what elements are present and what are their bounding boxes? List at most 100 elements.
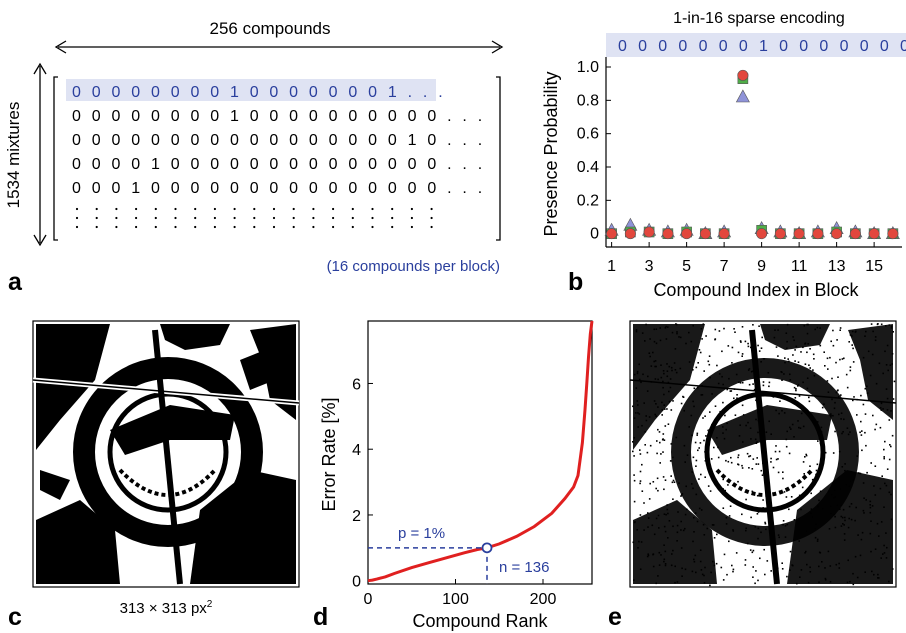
continuation-dot: [233, 225, 236, 229]
annotation-point: [481, 542, 493, 554]
circle-marker: [681, 228, 693, 240]
continuation-dot: [371, 207, 374, 211]
x-tick-label: 9: [757, 258, 766, 275]
image-size-caption: 313 × 313 px2: [120, 599, 213, 617]
panel-b: 1-in-16 sparse encoding 0 0 0 0 0 0 0 1 …: [541, 10, 906, 300]
continuation-dot: [233, 216, 236, 220]
circle-marker: [699, 228, 711, 240]
panel-a: 256 compounds 1534 mixtures 0 0 0 0 0 0 …: [4, 19, 504, 296]
width-arrow-right-head: [491, 40, 504, 54]
panel-letter-c: c: [8, 603, 22, 631]
continuation-dot: [233, 207, 236, 211]
continuation-dot: [174, 207, 177, 211]
panel-letter-a: a: [8, 268, 23, 296]
continuation-dot: [75, 225, 79, 229]
matrix-row-3: 0 0 0 0 0 0 0 0 0 0 0 0 0 0 0 0 0 1 0 . …: [72, 132, 485, 149]
circle-marker: [662, 228, 674, 240]
continuation-dot: [135, 225, 138, 229]
continuation-dot: [312, 225, 315, 229]
continuation-dot: [253, 216, 256, 220]
circle-marker: [774, 228, 786, 240]
error-rate-curve: [367, 320, 594, 583]
y-tick-label: 2: [352, 508, 361, 525]
continuation-dot: [332, 207, 335, 211]
continuation-dot: [213, 207, 216, 211]
continuation-dot: [154, 207, 157, 211]
y-tick-label: 0.2: [577, 192, 599, 209]
circle-marker: [624, 228, 636, 240]
y-tick-label: 0.8: [577, 92, 599, 109]
x-tick-label: 7: [720, 258, 729, 275]
continuation-dot: [332, 225, 335, 229]
continuation-dot: [213, 216, 216, 220]
y-tick-label: 1.0: [577, 59, 599, 76]
continuation-dot: [312, 216, 315, 220]
x-tick-label: 15: [865, 258, 883, 275]
continuation-dot: [154, 216, 157, 220]
y-tick-label: 4: [352, 442, 361, 459]
x-axis-label: Compound Rank: [412, 611, 548, 631]
annotation-p-label: p = 1%: [398, 525, 445, 542]
continuation-dot: [272, 225, 276, 229]
continuation-dot: [253, 225, 256, 229]
continuation-dot: [272, 207, 276, 211]
continuation-dot: [272, 216, 276, 220]
plot-frame: [367, 320, 593, 585]
highlighted-block: [66, 79, 436, 101]
y-tick-label: 6: [352, 376, 361, 393]
panel-letter-d: d: [313, 603, 328, 631]
matrix-continuation-dots: [75, 207, 433, 229]
continuation-dot: [391, 216, 394, 220]
matrix-row-5: 0 0 0 1 0 0 0 0 0 0 0 0 0 0 0 0 0 0 0 . …: [72, 180, 485, 197]
continuation-dot: [371, 216, 374, 220]
circle-marker: [643, 226, 655, 238]
continuation-dot: [135, 207, 138, 211]
y-tick-label: 0.6: [577, 126, 599, 143]
panel-c: 313 × 313 px2 c: [8, 320, 300, 631]
continuation-dot: [410, 207, 413, 211]
x-tick-label: 13: [828, 258, 846, 275]
continuation-dot: [371, 225, 374, 229]
continuation-dot: [292, 216, 295, 220]
height-arrow-top-head: [33, 62, 47, 75]
x-tick-label: 5: [682, 258, 691, 275]
circle-marker: [887, 228, 899, 240]
continuation-dot: [430, 225, 433, 229]
continuation-dot: [391, 207, 394, 211]
panel-a-side-label: 1534 mixtures: [4, 102, 23, 209]
triangle-marker: [735, 89, 750, 103]
continuation-dot: [194, 216, 197, 220]
continuation-dot: [351, 225, 354, 229]
x-tick-label: 3: [645, 258, 654, 275]
circle-marker: [812, 228, 824, 240]
binary-image-e: [629, 320, 897, 588]
continuation-dot: [95, 225, 98, 229]
continuation-dot: [174, 225, 177, 229]
continuation-dot: [194, 207, 197, 211]
panel-letter-b: b: [568, 268, 583, 296]
continuation-dot: [95, 207, 98, 211]
width-arrow-left-head: [54, 40, 67, 54]
x-axis-label: Compound Index in Block: [653, 280, 859, 300]
continuation-dot: [213, 225, 216, 229]
continuation-dot: [194, 225, 197, 229]
continuation-dot: [115, 216, 118, 220]
panel-letter-e: e: [608, 603, 622, 631]
matrix-row-4: 0 0 0 0 1 0 0 0 0 0 0 0 0 0 0 0 0 0 0 . …: [72, 156, 485, 173]
sparse-code-band: [606, 33, 906, 57]
continuation-dot: [332, 216, 335, 220]
error-rate-chart: 0 2 4 6 0 100 200 Error Rate [%] Compound Rank p …: [319, 320, 594, 631]
continuation-dot: [75, 216, 79, 220]
matrix-right-bracket: [496, 76, 501, 241]
circle-marker: [849, 228, 861, 240]
continuation-dot: [174, 216, 177, 220]
continuation-dot: [115, 225, 118, 229]
binary-image-c: [32, 320, 300, 588]
continuation-dot: [292, 225, 295, 229]
circle-marker: [737, 69, 749, 81]
x-tick-label: 100: [442, 591, 469, 608]
x-tick-label: 11: [791, 258, 808, 275]
continuation-dot: [115, 207, 118, 211]
